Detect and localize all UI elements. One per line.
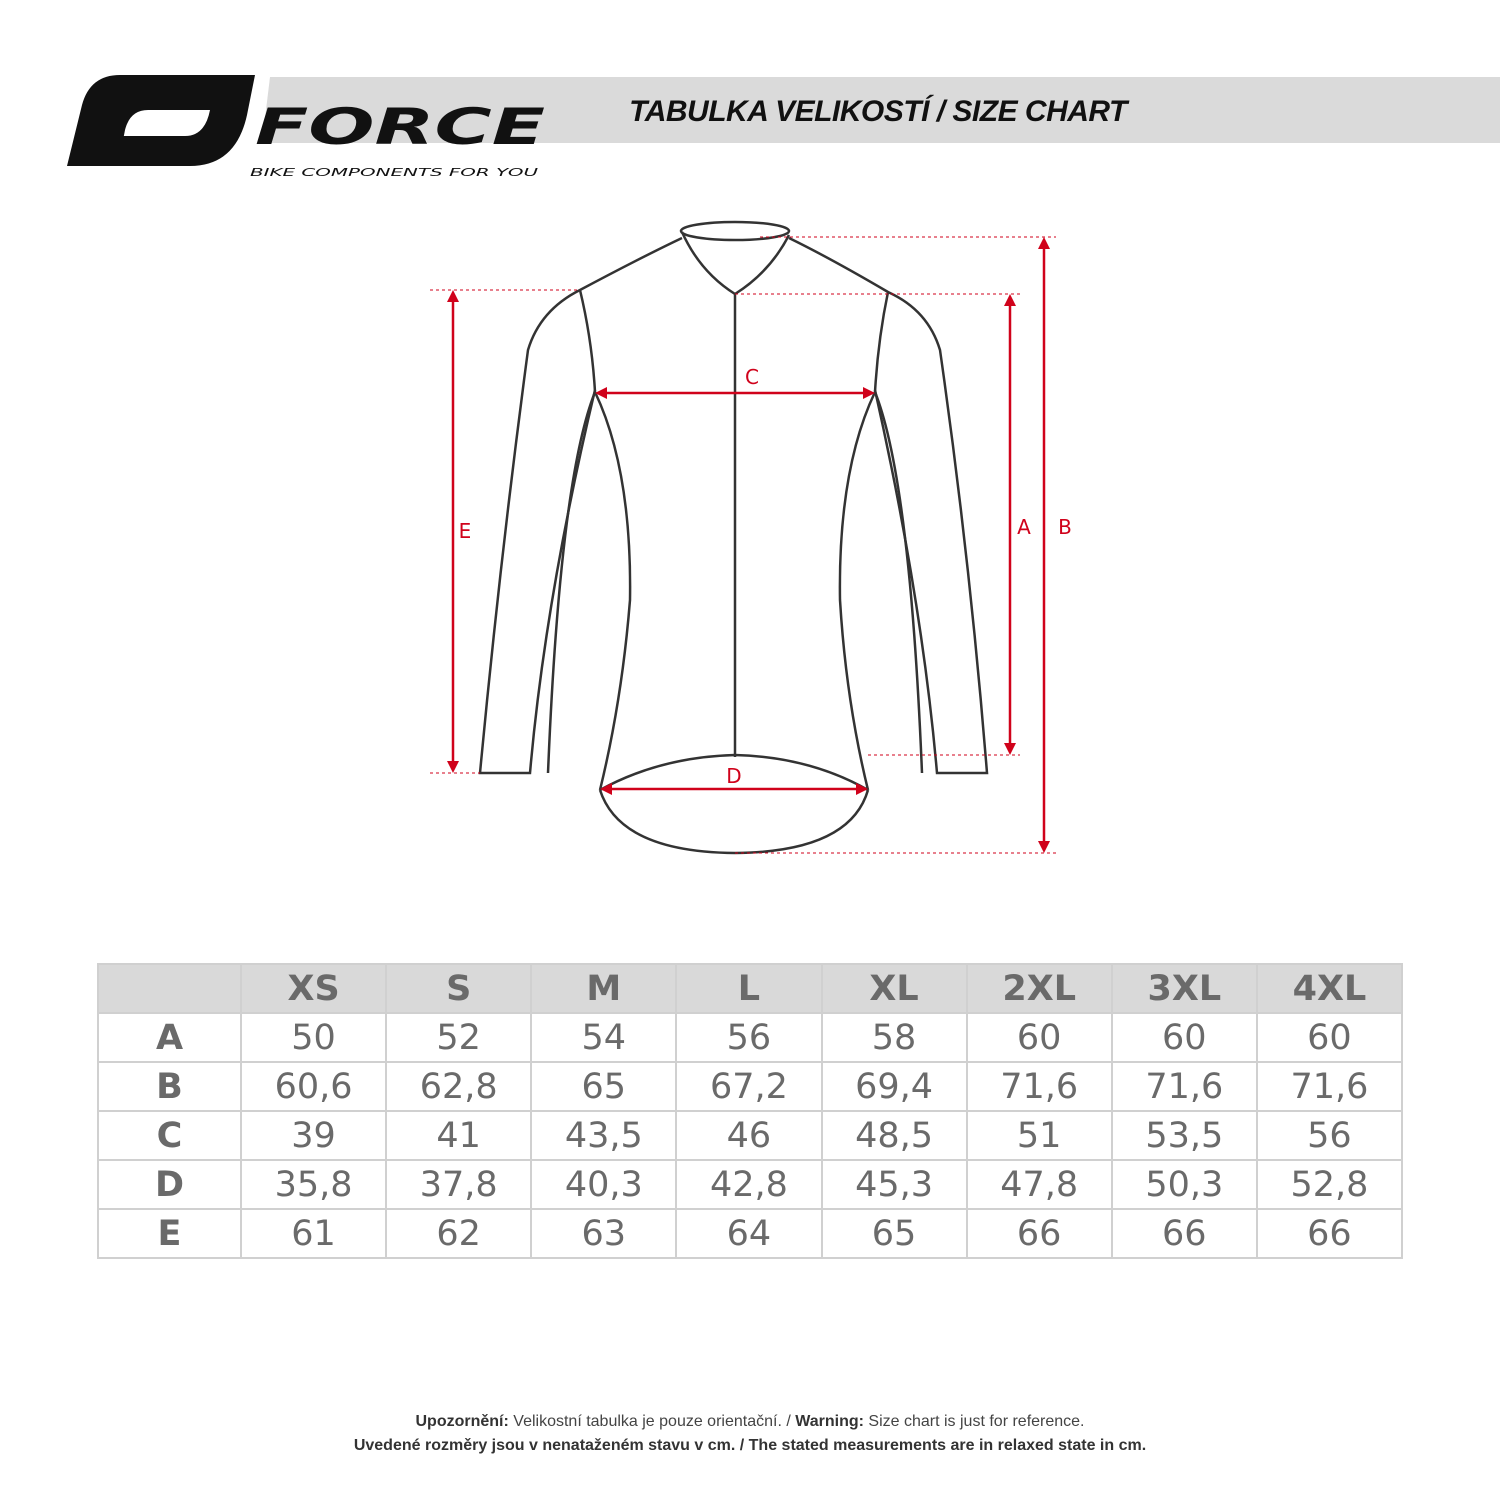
table-row: D 35,8 37,8 40,3 42,8 45,3 47,8 50,3 52,8 (97, 1159, 1404, 1210)
table-cell: 60,6 (239, 1061, 388, 1112)
table-header-row: XS S M L XL 2XL 3XL 4XL (97, 963, 1404, 1014)
row-label: E (97, 1208, 242, 1259)
label-e: E (459, 519, 472, 543)
table-cell: 66 (965, 1208, 1113, 1259)
logo-tagline: BIKE COMPONENTS FOR YOU (250, 166, 538, 179)
footnote: Upozornění: Velikostní tabulka je pouze … (0, 1410, 1500, 1458)
column-header: XS (239, 963, 388, 1014)
label-d: D (726, 764, 741, 788)
table-row: B 60,6 62,8 65 67,2 69,4 71,6 71,6 71,6 (97, 1061, 1404, 1112)
table-cell: 56 (675, 1012, 823, 1063)
measure-lines (447, 237, 1050, 853)
table-cell: 42,8 (675, 1159, 823, 1210)
table-cell: 56 (1255, 1110, 1404, 1161)
warning-text-cz: Velikostní tabulka je pouze orientační. … (508, 1413, 796, 1430)
size-table: XS S M L XL 2XL 3XL 4XL A 50 52 54 56 58 60 60 60 B 60,6 6… (97, 963, 1404, 1259)
column-header: M (530, 963, 678, 1014)
table-cell: 62 (385, 1208, 533, 1259)
table-cell: 41 (385, 1110, 533, 1161)
footnote-line-1: Upozornění: Velikostní tabulka je pouze … (0, 1410, 1500, 1434)
title-band (262, 77, 1500, 143)
label-a: A (1017, 515, 1031, 539)
table-cell: 60 (1255, 1012, 1404, 1063)
row-label: B (97, 1061, 242, 1112)
table-cell: 60 (965, 1012, 1113, 1063)
column-header: 2XL (965, 963, 1113, 1014)
force-logo: FORCE BIKE COMPONENTS FOR YOU (67, 75, 545, 179)
warning-text-en: Size chart is just for reference. (863, 1413, 1085, 1430)
table-cell: 58 (820, 1012, 968, 1063)
jersey-outline (478, 220, 989, 855)
jersey-diagram: C D E A B (430, 220, 1072, 855)
label-b: B (1058, 515, 1072, 539)
row-label: C (97, 1110, 242, 1161)
table-cell: 54 (530, 1012, 678, 1063)
table-cell: 48,5 (820, 1110, 968, 1161)
table-cell: 69,4 (820, 1061, 968, 1112)
table-cell: 61 (239, 1208, 388, 1259)
table-cell: 46 (675, 1110, 823, 1161)
table-row: E 61 62 63 64 65 66 66 66 (97, 1208, 1404, 1259)
column-header: XL (820, 963, 968, 1014)
column-header: 3XL (1110, 963, 1258, 1014)
warning-label-en: Warning: (795, 1413, 864, 1430)
table-cell: 47,8 (965, 1159, 1113, 1210)
logo-f-mark (67, 75, 255, 166)
measurement-note: Uvedené rozměry jsou v nenataženém stavu… (353, 1437, 1147, 1454)
table-cell: 37,8 (385, 1159, 533, 1210)
table-cell: 52,8 (1255, 1159, 1404, 1210)
column-header: S (385, 963, 533, 1014)
table-cell: 71,6 (1110, 1061, 1258, 1112)
table-cell: 43,5 (530, 1110, 678, 1161)
column-header (97, 963, 242, 1014)
table-cell: 45,3 (820, 1159, 968, 1210)
table-cell: 50 (239, 1012, 388, 1063)
table-cell: 67,2 (675, 1061, 823, 1112)
page-title: TABULKA VELIKOSTÍ / SIZE CHART (629, 95, 1127, 128)
row-label: D (97, 1159, 242, 1210)
table-cell: 50,3 (1110, 1159, 1258, 1210)
table-cell: 71,6 (965, 1061, 1113, 1112)
footnote-line-2: Uvedené rozměry jsou v nenataženém stavu… (0, 1434, 1500, 1458)
table-cell: 35,8 (239, 1159, 388, 1210)
guide-lines (430, 236, 1056, 854)
table-cell: 65 (820, 1208, 968, 1259)
warning-label-cz: Upozornění: (415, 1413, 509, 1430)
table-cell: 64 (675, 1208, 823, 1259)
table-cell: 60 (1110, 1012, 1258, 1063)
table-cell: 51 (965, 1110, 1113, 1161)
table-cell: 39 (239, 1110, 388, 1161)
logo-wordmark: FORCE (255, 98, 545, 156)
table-cell: 52 (385, 1012, 533, 1063)
table-cell: 65 (530, 1061, 678, 1112)
table-cell: 53,5 (1110, 1110, 1258, 1161)
table-cell: 62,8 (385, 1061, 533, 1112)
row-label: A (97, 1012, 242, 1063)
label-c: C (745, 365, 759, 389)
table-cell: 66 (1110, 1208, 1258, 1259)
column-header: L (675, 963, 823, 1014)
table-cell: 40,3 (530, 1159, 678, 1210)
table-cell: 71,6 (1255, 1061, 1404, 1112)
table-cell: 66 (1255, 1208, 1404, 1259)
table-row: C 39 41 43,5 46 48,5 51 53,5 56 (97, 1110, 1404, 1161)
column-header: 4XL (1255, 963, 1404, 1014)
table-row: A 50 52 54 56 58 60 60 60 (97, 1012, 1404, 1063)
table-cell: 63 (530, 1208, 678, 1259)
